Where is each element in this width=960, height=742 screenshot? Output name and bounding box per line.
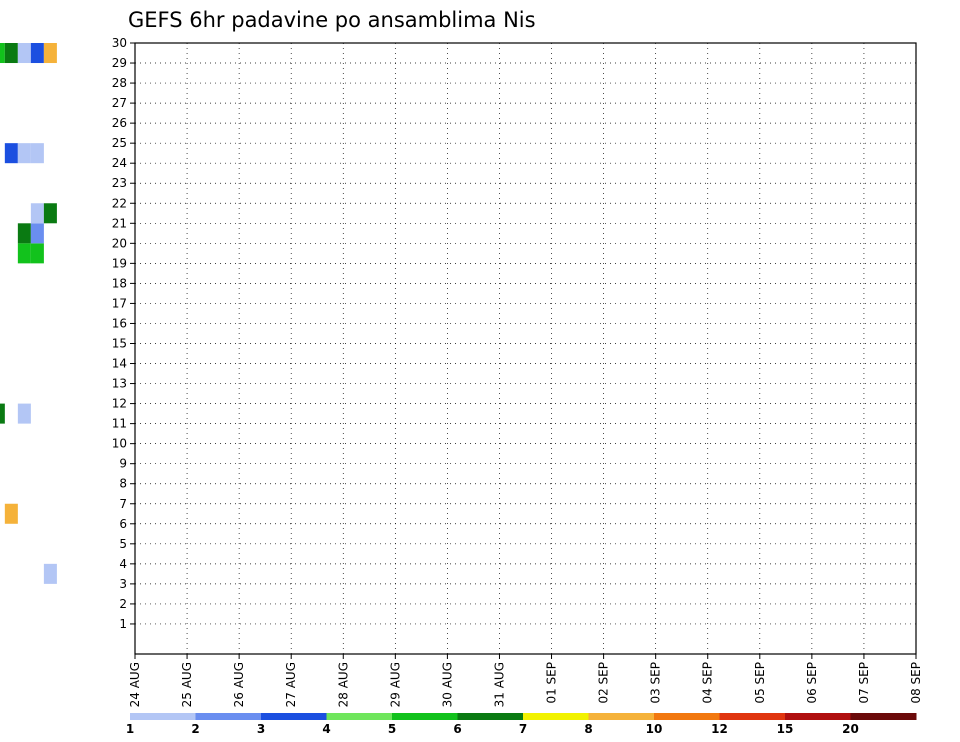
colorbar-label: 20: [842, 722, 859, 736]
plot-frame: [134, 42, 917, 655]
precip-cell: [4, 143, 18, 164]
y-tick-label: 2: [119, 597, 127, 611]
y-tick-label: 12: [112, 397, 127, 411]
y-tick-label: 21: [112, 216, 127, 230]
colorbar-swatch: [326, 713, 393, 720]
x-tick-label: 26 AUG: [232, 662, 246, 707]
y-axis-ticks: 1234567891011121314151617181920212223242…: [112, 36, 135, 631]
y-tick-label: 15: [112, 336, 127, 350]
x-tick-label: 01 SEP: [545, 662, 559, 704]
precip-cell: [4, 503, 18, 524]
precip-cell: [30, 203, 44, 224]
y-tick-label: 25: [112, 136, 127, 150]
x-tick-label: 28 AUG: [336, 662, 350, 707]
colorbar-swatch: [261, 713, 327, 720]
x-tick-label: 05 SEP: [753, 662, 767, 704]
colorbar-label: 8: [584, 722, 592, 736]
precip-cell: [30, 143, 44, 164]
colorbar-label: 10: [646, 722, 663, 736]
x-tick-label: 31 AUG: [492, 662, 506, 707]
y-tick-label: 29: [112, 56, 127, 70]
data-cells: [0, 43, 57, 584]
x-tick-label: 29 AUG: [388, 662, 402, 707]
y-tick-label: 28: [112, 76, 127, 90]
y-tick-label: 18: [112, 276, 127, 290]
colorbar-label: 4: [322, 722, 330, 736]
precip-cell: [43, 203, 57, 224]
y-tick-label: 10: [112, 437, 127, 451]
x-tick-label: 07 SEP: [857, 662, 871, 704]
colorbar-swatch: [523, 713, 589, 720]
colorbar-swatch: [719, 713, 786, 720]
colorbar-label: 5: [388, 722, 396, 736]
colorbar-swatch: [392, 713, 458, 720]
colorbar: 1 2 3 4 5 6 7 8 10 12 15 20: [126, 713, 917, 736]
precip-cell: [30, 43, 44, 64]
colorbar-label: 6: [453, 722, 461, 736]
precip-cell: [0, 43, 5, 64]
y-tick-label: 6: [119, 517, 127, 531]
y-tick-label: 5: [119, 537, 127, 551]
precip-cell: [30, 243, 44, 264]
colorbar-label: 12: [711, 722, 728, 736]
colorbar-label: 2: [191, 722, 199, 736]
precip-cell: [17, 43, 31, 64]
colorbar-label: 7: [519, 722, 527, 736]
chart-title: GEFS 6hr padavine po ansamblima Nis: [128, 8, 536, 32]
y-tick-label: 9: [119, 457, 127, 471]
precip-cell: [4, 43, 18, 64]
x-axis-ticks: 24 AUG 25 AUG 26 AUG 27 AUG 28 AUG 29 AUG 30 A…: [128, 654, 923, 707]
y-tick-label: 8: [119, 477, 127, 491]
precip-cell: [0, 403, 5, 424]
y-tick-label: 24: [112, 156, 127, 170]
x-tick-label: 02 SEP: [597, 662, 611, 704]
colorbar-swatch: [457, 713, 524, 720]
colorbar-swatch: [850, 713, 917, 720]
precip-cell: [30, 223, 44, 244]
precip-cell: [17, 243, 31, 264]
colorbar-swatch: [130, 713, 196, 720]
y-tick-label: 14: [112, 357, 127, 371]
precip-cell: [43, 563, 57, 584]
x-tick-label: 08 SEP: [909, 662, 923, 704]
y-tick-label: 23: [112, 176, 127, 190]
y-tick-label: 16: [112, 316, 127, 330]
y-tick-label: 30: [112, 36, 127, 50]
y-tick-label: 4: [119, 557, 127, 571]
precip-cell: [17, 143, 31, 164]
colorbar-label: 15: [777, 722, 794, 736]
precip-cell: [43, 43, 57, 64]
y-tick-label: 1: [119, 617, 127, 631]
colorbar-swatch: [785, 713, 851, 720]
colorbar-label: 1: [126, 722, 134, 736]
x-tick-label: 04 SEP: [701, 662, 715, 704]
y-tick-label: 17: [112, 296, 127, 310]
colorbar-label: 3: [257, 722, 265, 736]
y-tick-label: 27: [112, 96, 127, 110]
colorbar-swatch: [195, 713, 262, 720]
y-tick-label: 7: [119, 497, 127, 511]
colorbar-swatch: [654, 713, 720, 720]
grid-lines: [135, 42, 916, 654]
y-tick-label: 22: [112, 196, 127, 210]
y-tick-label: 19: [112, 256, 127, 270]
x-tick-label: 30 AUG: [440, 662, 454, 707]
precip-cell: [17, 403, 31, 424]
precip-cell: [17, 223, 31, 244]
y-tick-label: 11: [112, 417, 127, 431]
x-tick-label: 25 AUG: [180, 662, 194, 707]
y-tick-label: 13: [112, 377, 127, 391]
x-tick-label: 03 SEP: [649, 662, 663, 704]
x-tick-label: 27 AUG: [284, 662, 298, 707]
y-tick-label: 20: [112, 236, 127, 250]
x-tick-label: 06 SEP: [805, 662, 819, 704]
y-tick-label: 3: [119, 577, 127, 591]
x-tick-label: 24 AUG: [128, 662, 142, 707]
y-tick-label: 26: [112, 116, 127, 130]
colorbar-swatch: [588, 713, 655, 720]
